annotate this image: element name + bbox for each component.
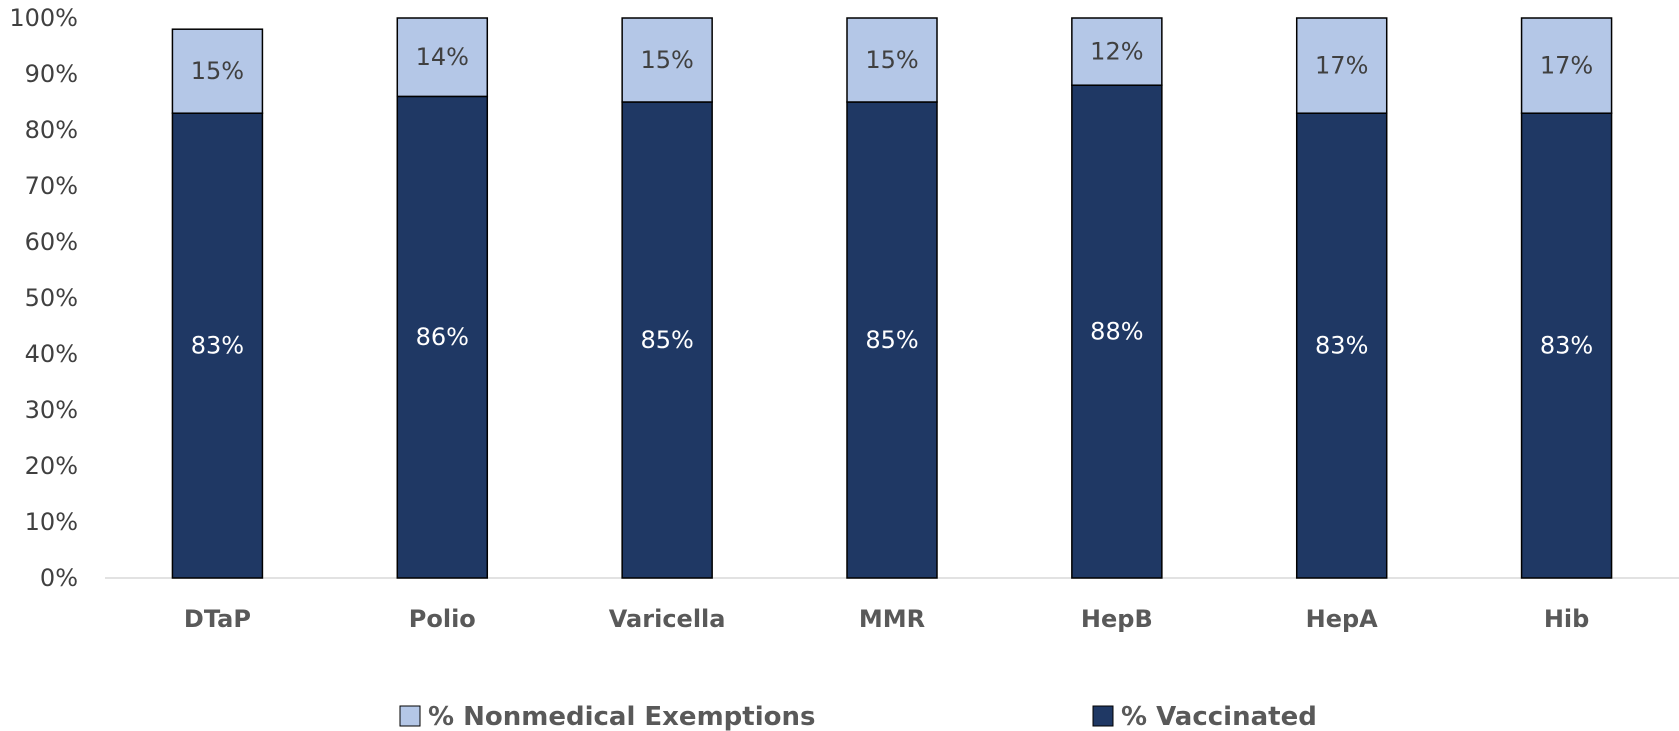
data-label: 85% bbox=[865, 326, 918, 354]
bar-segment bbox=[1295, 112, 1388, 579]
category-label: Varicella bbox=[609, 605, 726, 633]
legend: % Nonmedical Exemptions % Vaccinated bbox=[399, 702, 1317, 731]
data-label: 17% bbox=[1315, 52, 1368, 80]
legend-label: % Vaccinated bbox=[1121, 702, 1317, 731]
legend-label: % Nonmedical Exemptions bbox=[428, 702, 815, 731]
y-tick-label: 100% bbox=[9, 4, 78, 32]
bar-segment bbox=[846, 17, 938, 103]
data-label: 83% bbox=[1540, 332, 1593, 360]
bar-segment bbox=[621, 17, 713, 103]
category-label: Hib bbox=[1544, 605, 1590, 633]
y-tick-label: 80% bbox=[25, 116, 78, 144]
y-tick-label: 50% bbox=[25, 284, 78, 312]
legend-swatch bbox=[1092, 705, 1114, 727]
bar-segment bbox=[1071, 84, 1163, 579]
bar-segment bbox=[171, 112, 264, 579]
y-tick-label: 20% bbox=[25, 452, 78, 480]
y-tick-label: 10% bbox=[25, 508, 78, 536]
data-label: 85% bbox=[640, 326, 693, 354]
bar-segment bbox=[846, 101, 938, 579]
data-label: 15% bbox=[865, 46, 918, 74]
y-tick-label: 90% bbox=[25, 60, 78, 88]
bar-segment bbox=[1071, 17, 1163, 86]
data-label: 83% bbox=[1315, 332, 1368, 360]
y-tick-label: 30% bbox=[25, 396, 78, 424]
y-tick-label: 0% bbox=[40, 564, 78, 592]
bar-segment bbox=[1295, 17, 1388, 114]
data-label: 12% bbox=[1090, 38, 1143, 66]
data-label: 15% bbox=[191, 57, 244, 85]
category-label: HepA bbox=[1306, 605, 1379, 633]
category-labels: DTaP Polio Varicella MMR HepB HepA Hib bbox=[184, 605, 1589, 633]
bar-segment bbox=[621, 101, 713, 579]
bar-segment bbox=[396, 17, 489, 98]
y-tick-label: 40% bbox=[25, 340, 78, 368]
legend-swatch bbox=[399, 705, 421, 727]
y-tick-label: 70% bbox=[25, 172, 78, 200]
data-label: 86% bbox=[416, 323, 469, 351]
category-label: HepB bbox=[1081, 605, 1153, 633]
category-label: MMR bbox=[859, 605, 925, 633]
data-label: 83% bbox=[191, 332, 244, 360]
category-label: Polio bbox=[409, 605, 476, 633]
bar-segment bbox=[1520, 112, 1613, 579]
data-label: 17% bbox=[1540, 52, 1593, 80]
y-axis-tick-labels: 0% 10% 20% 30% 40% 50% 60% 70% 80% 90% 100% bbox=[9, 4, 78, 592]
data-label: 88% bbox=[1090, 318, 1143, 346]
data-label: 14% bbox=[416, 43, 469, 71]
bars-group: 83% 15% 86% 14% 85% 15% 85% 15% 88% 12% 83% 17% 83% 1… bbox=[171, 17, 1613, 579]
category-label: DTaP bbox=[184, 605, 251, 633]
data-label: 15% bbox=[640, 46, 693, 74]
bar-segment bbox=[1520, 17, 1613, 114]
bar-segment bbox=[171, 28, 264, 114]
y-tick-label: 60% bbox=[25, 228, 78, 256]
